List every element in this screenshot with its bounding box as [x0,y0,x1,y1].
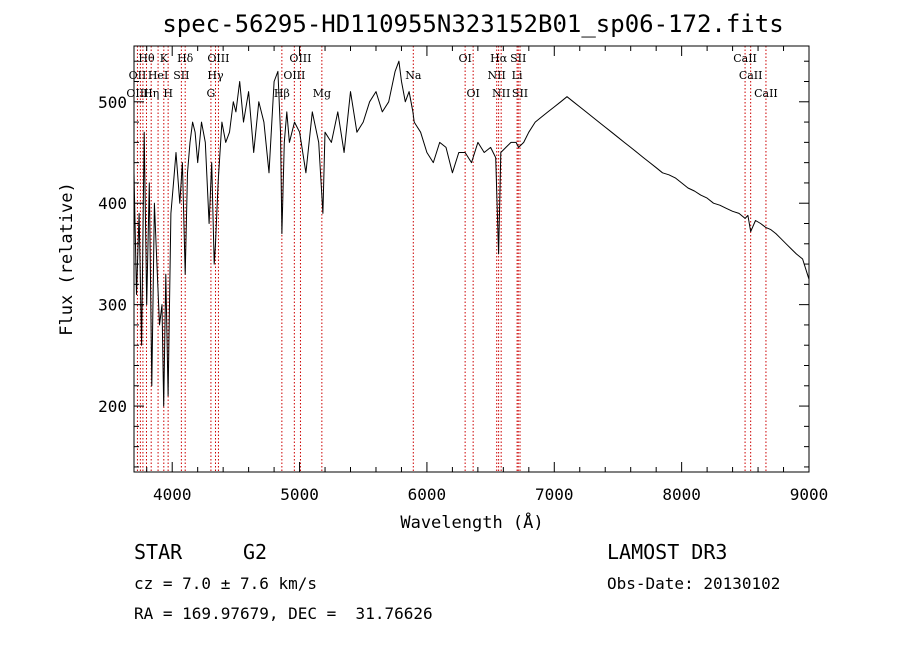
line-label: H [163,87,173,100]
x-tick-label: 8000 [662,485,701,504]
line-label: OI [458,52,471,65]
line-label: HeI [148,69,168,82]
line-label: OIII [207,52,229,65]
y-tick-label: 500 [98,93,127,112]
object-subclass: G2 [243,540,268,564]
sky-coordinates: RA = 169.97679, DEC = 31.76626 [134,604,433,623]
redshift-cz: cz = 7.0 ± 7.6 km/s [134,574,318,593]
y-tick-label: 300 [98,296,127,315]
x-tick-label: 4000 [153,485,192,504]
y-axis-label: Flux (relative) [57,182,77,336]
line-label: OIII [289,52,311,65]
axis-ticks: 4000 5000 6000 7000 8000 9000 200 300 400 500 [98,46,828,504]
line-label: OIII [126,87,148,100]
line-label: OI [466,87,479,100]
line-label: CaII [739,69,763,82]
x-axis-label: Wavelength (Å) [400,511,543,533]
line-label: Hγ [207,69,224,82]
y-tick-label: 200 [98,397,127,416]
y-tick-label: 400 [98,194,127,213]
object-class: STAR [134,540,183,564]
line-label: K [160,52,169,65]
line-label: Na [405,69,422,82]
x-tick-label: 6000 [408,485,447,504]
line-label: Hη [143,87,159,100]
x-tick-label: 7000 [535,485,574,504]
spectrum-line [133,60,810,407]
x-tick-label: 9000 [790,485,829,504]
line-label: G [207,87,216,100]
line-label: CaII [733,52,757,65]
x-tick-label: 5000 [280,485,319,504]
line-label: SII [173,69,189,82]
plot-frame [133,45,810,473]
line-label: CaII [754,87,778,100]
line-label: Hα [490,52,508,65]
spectrum-series [133,60,810,407]
line-label: NII [488,69,506,82]
line-label: Mg [313,87,331,100]
line-label: NII [492,87,510,100]
line-label: OIII [283,69,305,82]
line-label: Hβ [274,87,290,100]
line-label: Li [512,69,523,82]
chart-title: spec-56295-HD110955N323152B01_sp06-172.f… [162,10,783,38]
line-label: OII [129,69,147,82]
line-label: SII [512,87,528,100]
line-label: SII [510,52,526,65]
line-label: Hθ [138,52,155,65]
survey-name: LAMOST DR3 [607,540,728,564]
line-label: Hδ [177,52,194,65]
spectral-line-markers [136,46,767,472]
observation-date: Obs-Date: 20130102 [607,574,781,593]
